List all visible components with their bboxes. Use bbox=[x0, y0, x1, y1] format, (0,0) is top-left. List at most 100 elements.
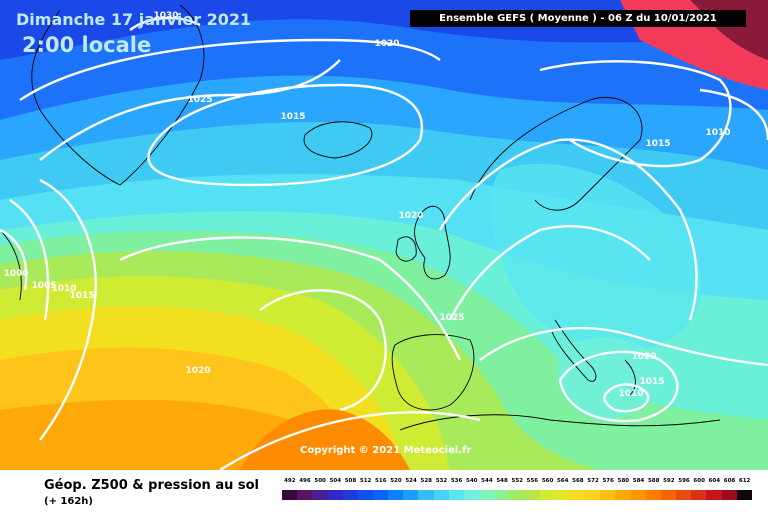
italy-coast bbox=[551, 319, 597, 382]
model-run-banner: Ensemble GEFS ( Moyenne ) - 06 Z du 10/0… bbox=[410, 10, 746, 27]
scale-label: 508 bbox=[344, 478, 357, 484]
legend-title: Géop. Z500 & pression au sol bbox=[44, 478, 259, 493]
scale-label: 548 bbox=[496, 478, 508, 484]
scale-label: 492 bbox=[284, 478, 296, 484]
copyright-notice: Copyright © 2021 Meteociel.fr bbox=[300, 445, 472, 456]
scale-label: 544 bbox=[481, 478, 493, 484]
scale-swatch bbox=[539, 490, 555, 500]
scale-label: 600 bbox=[693, 478, 705, 484]
isobar-label: 1010 bbox=[618, 389, 644, 399]
isobar-label: 1020 bbox=[185, 366, 211, 376]
isobar-label: 1015 bbox=[280, 112, 306, 122]
isobar-1020-europe bbox=[438, 138, 698, 321]
scale-label: 568 bbox=[572, 478, 584, 484]
scale-swatch bbox=[357, 490, 373, 500]
coastlines bbox=[0, 4, 721, 431]
scale-label: 532 bbox=[435, 478, 448, 484]
scale-swatch bbox=[388, 490, 404, 500]
scale-label: 588 bbox=[647, 478, 660, 484]
isobar-1025-south bbox=[219, 411, 481, 470]
scandinavia-coast bbox=[469, 96, 643, 211]
scale-swatch bbox=[691, 490, 707, 500]
scale-label: 524 bbox=[405, 478, 417, 484]
scale-label: 612 bbox=[738, 478, 751, 484]
isobar-1015-atlantic bbox=[147, 83, 423, 187]
isobar-1010-russia bbox=[699, 88, 768, 141]
isobars bbox=[0, 16, 768, 470]
scale-swatch bbox=[509, 490, 525, 500]
scale-label: 564 bbox=[556, 478, 569, 484]
greece-coast bbox=[624, 359, 636, 396]
scale-swatch bbox=[554, 490, 570, 500]
scale-label: 512 bbox=[359, 478, 372, 484]
scale-swatch bbox=[494, 490, 510, 500]
scale-swatch bbox=[660, 490, 677, 500]
scale-label: 572 bbox=[587, 478, 599, 484]
forecast-time: 2:00 locale bbox=[22, 33, 152, 57]
isobar-label: 1015 bbox=[639, 377, 665, 387]
scale-label: 608 bbox=[723, 478, 736, 484]
scale-swatch bbox=[282, 490, 298, 500]
isobar-1015-med bbox=[558, 350, 679, 423]
isobar-1005-west bbox=[9, 199, 50, 321]
scale-label: 504 bbox=[329, 478, 342, 484]
scale-label: 576 bbox=[602, 478, 614, 484]
scale-label: 604 bbox=[708, 478, 721, 484]
isobar-label: 1015 bbox=[645, 139, 671, 149]
isobar-1020-atlantic bbox=[119, 236, 462, 361]
scale-swatch bbox=[585, 490, 601, 500]
scale-label: 520 bbox=[390, 478, 402, 484]
legend-footer: Géop. Z500 & pression au sol (+ 162h) 49… bbox=[0, 470, 768, 512]
scale-label: 552 bbox=[511, 478, 523, 484]
scale-swatch bbox=[342, 490, 358, 500]
isobar-1025-greenland bbox=[39, 59, 341, 161]
africa-coast bbox=[399, 414, 721, 431]
scale-label: 560 bbox=[541, 478, 554, 484]
scale-swatch bbox=[676, 490, 692, 500]
greenland-coast bbox=[31, 4, 205, 186]
scale-swatch bbox=[403, 490, 419, 500]
isobar-1030 bbox=[129, 16, 201, 31]
scale-swatch bbox=[312, 490, 328, 500]
isobar-label: 1025 bbox=[439, 313, 465, 323]
isobar-label: 1000 bbox=[3, 269, 29, 279]
iberia-coast bbox=[391, 334, 475, 411]
isobar-label: 1020 bbox=[374, 39, 400, 49]
isobar-1025-europe bbox=[448, 225, 651, 321]
scale-swatch bbox=[463, 490, 480, 500]
uk-coast bbox=[414, 205, 451, 280]
scale-label: 500 bbox=[314, 478, 326, 484]
scale-swatch bbox=[569, 490, 586, 500]
pressure-map bbox=[0, 0, 768, 470]
isobar-label: 1030 bbox=[153, 11, 179, 21]
scale-swatch bbox=[736, 490, 752, 500]
forecast-date: Dimanche 17 janvier 2021 bbox=[16, 10, 252, 29]
scale-swatch bbox=[524, 490, 540, 500]
scale-label: 556 bbox=[526, 478, 539, 484]
scale-swatch bbox=[297, 490, 313, 500]
isobar-label: 1010 bbox=[51, 284, 77, 294]
isobar-1020-north bbox=[19, 38, 441, 101]
band-deep-orange bbox=[240, 409, 410, 470]
ireland-coast bbox=[395, 236, 417, 262]
isobar-label: 1025 bbox=[187, 95, 213, 105]
legend-subtitle: (+ 162h) bbox=[44, 496, 93, 507]
scale-label: 596 bbox=[678, 478, 690, 484]
scale-swatch bbox=[630, 490, 646, 500]
color-scale-bar bbox=[282, 490, 752, 500]
iceland-coast bbox=[303, 121, 373, 159]
scale-swatch bbox=[615, 490, 631, 500]
isobar-1010-med bbox=[603, 383, 650, 413]
scale-swatch bbox=[448, 490, 464, 500]
isobar-1020-azores bbox=[259, 289, 387, 412]
scale-label: 580 bbox=[617, 478, 630, 484]
isobar-label: 1005 bbox=[31, 281, 57, 291]
isobar-label: 1015 bbox=[69, 291, 95, 301]
isobar-1020-med bbox=[479, 326, 768, 367]
scale-swatch bbox=[372, 490, 389, 500]
isobar-label: 1010 bbox=[705, 128, 731, 138]
scale-swatch bbox=[706, 490, 722, 500]
scale-label: 584 bbox=[632, 478, 645, 484]
isobar-1015-west bbox=[39, 178, 97, 441]
scale-swatch bbox=[721, 490, 737, 500]
